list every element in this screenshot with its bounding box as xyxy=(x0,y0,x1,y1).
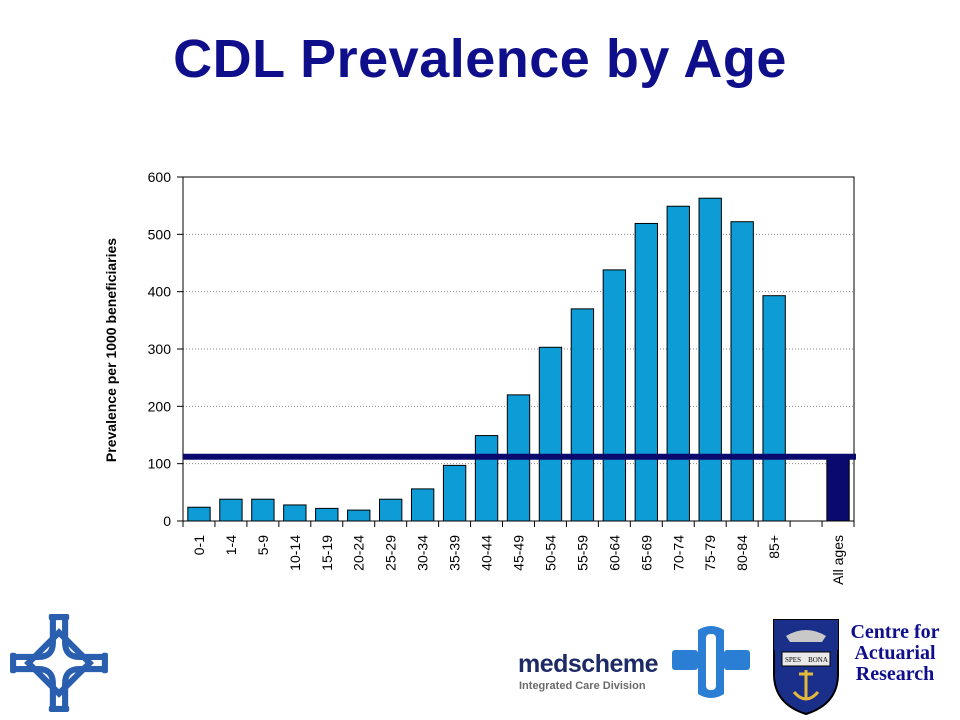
y-tick-label: 100 xyxy=(148,456,172,472)
medscheme-wordmark: medscheme xyxy=(518,650,659,678)
page-title: CDL Prevalence by Age xyxy=(173,29,787,89)
bar-85+ xyxy=(762,295,786,522)
y-tick-label: 500 xyxy=(148,226,172,242)
car-line-3: Research xyxy=(855,663,935,685)
bar-25-29 xyxy=(379,498,403,522)
y-tick-label: 400 xyxy=(148,284,172,300)
x-tick-label: 30-34 xyxy=(415,535,431,571)
bar-10-14 xyxy=(283,504,307,522)
bar-all-ages xyxy=(826,457,850,522)
y-tick-label: 600 xyxy=(148,169,172,185)
bar-35-39 xyxy=(442,464,467,522)
x-axis-ticks: 0-1 1-4 5-9 10-14 15-19 20-24 25-29 30-34 35-39 4… xyxy=(182,521,855,585)
y-tick-label: 200 xyxy=(148,398,172,414)
y-tick-label: 300 xyxy=(148,341,172,357)
y-axis-label: Prevalence per 1000 beneficiaries xyxy=(103,238,119,462)
medscheme-logo-icon xyxy=(672,626,750,698)
x-tick-label: 60-64 xyxy=(606,535,622,571)
chart-gridlines xyxy=(183,233,854,465)
x-tick-label: 85+ xyxy=(766,535,782,559)
chart-bars xyxy=(187,197,850,522)
x-tick-label: 40-44 xyxy=(479,535,495,571)
x-tick-label: 70-74 xyxy=(670,535,686,571)
x-tick-label: 20-24 xyxy=(351,535,367,571)
x-tick-label: 15-19 xyxy=(319,535,335,571)
bar-1-4 xyxy=(219,498,243,522)
bar-55-59 xyxy=(570,308,595,522)
x-tick-label: 0-1 xyxy=(191,535,207,555)
bar-20-24 xyxy=(347,509,371,522)
bar-5-9 xyxy=(251,498,275,522)
centre-for-actuarial-research: Centre for Actuarial Research xyxy=(838,622,952,685)
x-tick-label: All ages xyxy=(830,535,846,585)
bar-15-19 xyxy=(315,507,339,522)
x-tick-label: 75-79 xyxy=(702,535,718,571)
car-line-1: Centre for xyxy=(850,621,940,643)
crest-motto-2: BONA xyxy=(808,656,828,664)
car-line-2: Actuarial xyxy=(854,642,936,664)
bar-60-64 xyxy=(602,269,627,522)
x-tick-label: 55-59 xyxy=(574,535,590,571)
x-tick-label: 10-14 xyxy=(287,535,303,571)
x-tick-label: 65-69 xyxy=(638,535,654,571)
x-tick-label: 45-49 xyxy=(511,535,527,571)
bar-80-84 xyxy=(730,221,754,522)
bar-75-79 xyxy=(698,197,722,522)
x-tick-label: 35-39 xyxy=(447,535,463,571)
cross-emblem-icon xyxy=(10,614,108,712)
bar-50-54 xyxy=(538,346,563,522)
x-tick-label: 25-29 xyxy=(383,535,399,571)
bar-30-34 xyxy=(410,488,435,522)
medscheme-division: Integrated Care Division xyxy=(519,680,646,692)
crest-motto-1: SPES xyxy=(785,656,801,664)
y-axis-ticks: 0 100 200 300 400 500 600 xyxy=(148,169,183,529)
bar-70-74 xyxy=(666,205,690,522)
x-tick-label: 80-84 xyxy=(734,535,750,571)
bar-65-69 xyxy=(634,222,658,522)
bar-0-1 xyxy=(187,506,211,522)
x-tick-label: 5-9 xyxy=(255,535,271,555)
x-tick-label: 1-4 xyxy=(223,535,239,555)
y-tick-label: 0 xyxy=(163,513,171,529)
bar-40-44 xyxy=(474,435,499,522)
x-tick-label: 50-54 xyxy=(542,535,558,571)
university-crest-icon: SPES BONA xyxy=(773,619,839,716)
